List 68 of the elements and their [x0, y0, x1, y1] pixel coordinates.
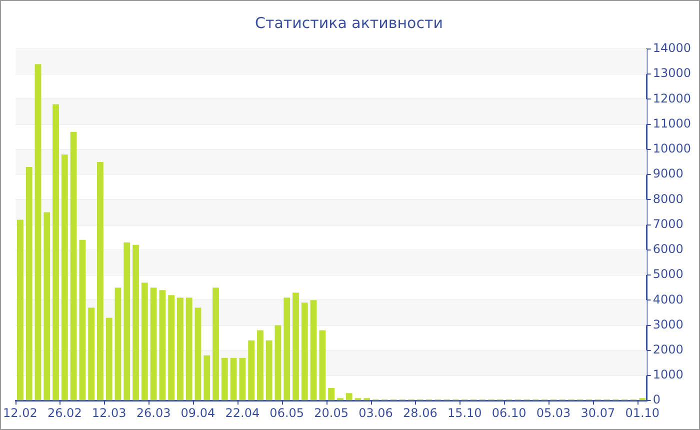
bar [106, 318, 112, 400]
y-tick-label: 5000 [652, 267, 684, 282]
bar [52, 104, 59, 400]
bar [114, 288, 122, 400]
x-tick-label: 12.02 [3, 406, 38, 420]
x-tick-label: 30.07 [580, 406, 616, 420]
bar [239, 358, 246, 400]
x-tick-label: 15.10 [447, 406, 482, 420]
bar [266, 340, 272, 400]
bar [124, 242, 130, 400]
bar [328, 388, 334, 400]
bar [301, 302, 308, 400]
bar [274, 325, 282, 400]
bar [194, 308, 202, 400]
bar [212, 288, 219, 400]
bar [44, 212, 50, 400]
bar [141, 282, 148, 400]
bar [97, 162, 104, 400]
x-tick-label: 12.03 [92, 406, 126, 420]
y-tick-label: 9000 [652, 166, 684, 181]
y-tick-label: 6000 [652, 242, 684, 256]
bar [168, 295, 175, 400]
bar [159, 290, 166, 400]
y-tick-label: 0 [652, 392, 660, 407]
bar [256, 330, 264, 400]
bar [79, 240, 86, 400]
bar [88, 308, 95, 400]
bar [284, 298, 290, 400]
chart-title: Статистика активности [255, 14, 443, 32]
bar [292, 292, 299, 400]
bar [230, 358, 237, 400]
x-tick-label: 28.06 [402, 406, 438, 420]
x-tick-label: 26.03 [136, 406, 171, 420]
x-tick-label: 06.10 [492, 406, 526, 420]
bar [221, 358, 228, 400]
x-tick-label: 06.05 [270, 406, 304, 420]
y-tick-label: 2000 [652, 342, 684, 356]
x-tick-label: 03.06 [358, 406, 393, 420]
x-tick-label: 09.04 [180, 406, 216, 420]
y-tick-label: 7000 [652, 216, 684, 231]
y-tick-label: 13000 [652, 66, 692, 80]
bar [150, 288, 157, 400]
y-tick-label: 14000 [652, 41, 692, 56]
bar [310, 300, 317, 400]
bar [176, 298, 184, 400]
bar [319, 330, 326, 400]
x-tick-label: 05.03 [536, 406, 571, 420]
y-tick-label: 4000 [652, 292, 684, 306]
bar [204, 355, 210, 400]
y-tick-label: 8000 [652, 192, 684, 206]
bar [17, 220, 24, 400]
bar [132, 244, 139, 400]
y-tick-label: 3000 [652, 317, 684, 332]
y-tick-label: 1000 [652, 368, 684, 382]
x-tick-label: 20.05 [314, 406, 348, 420]
y-tick-label: 11000 [652, 116, 692, 130]
bar [346, 393, 352, 400]
bar [26, 167, 32, 400]
bar [186, 298, 192, 400]
y-tick-label: 10000 [652, 142, 692, 156]
bar [61, 154, 68, 400]
bar [70, 132, 77, 400]
bar [34, 64, 42, 400]
x-tick-label: 22.04 [225, 406, 260, 420]
x-tick-label: 01.10 [625, 406, 660, 420]
y-tick-label: 12000 [652, 91, 692, 106]
x-tick-label: 26.02 [47, 406, 82, 420]
bar [248, 340, 254, 400]
